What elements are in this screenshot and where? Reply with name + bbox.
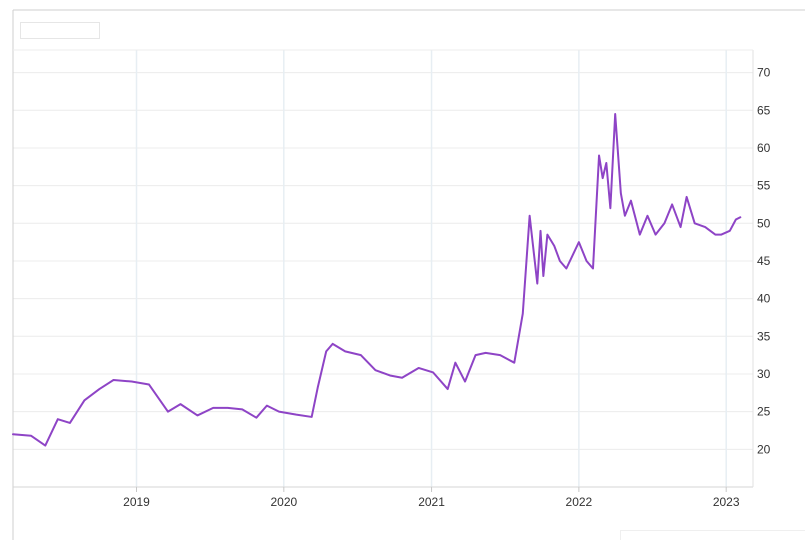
line-layer xyxy=(12,113,742,447)
x-tick-label: 2023 xyxy=(713,495,740,509)
y-tick-label: 20 xyxy=(757,442,771,456)
axis-layer xyxy=(12,9,805,540)
x-tick-label: 2021 xyxy=(418,495,445,509)
y-tick-label: 55 xyxy=(757,179,771,193)
y-tick-label: 25 xyxy=(757,405,771,419)
y-tick-label: 60 xyxy=(757,141,771,155)
grid-layer xyxy=(13,50,753,487)
y-tick-label: 40 xyxy=(757,292,771,306)
x-tick-label: 2022 xyxy=(566,495,593,509)
y-tick-label: 35 xyxy=(757,329,771,343)
y-tick-label: 50 xyxy=(757,216,771,230)
price-series-line xyxy=(12,113,742,447)
range-selector-box[interactable] xyxy=(20,22,100,39)
label-layer: 20 25 30 35 40 45 50 55 60 65 70 2019 2020 2021 2022 20… xyxy=(123,66,771,509)
x-tick-label: 2019 xyxy=(123,495,150,509)
x-tick-label: 2020 xyxy=(270,495,297,509)
y-tick-label: 30 xyxy=(757,367,771,381)
y-tick-label: 65 xyxy=(757,103,771,117)
corner-panel xyxy=(620,530,805,540)
y-tick-label: 70 xyxy=(757,66,771,80)
y-tick-label: 45 xyxy=(757,254,771,268)
